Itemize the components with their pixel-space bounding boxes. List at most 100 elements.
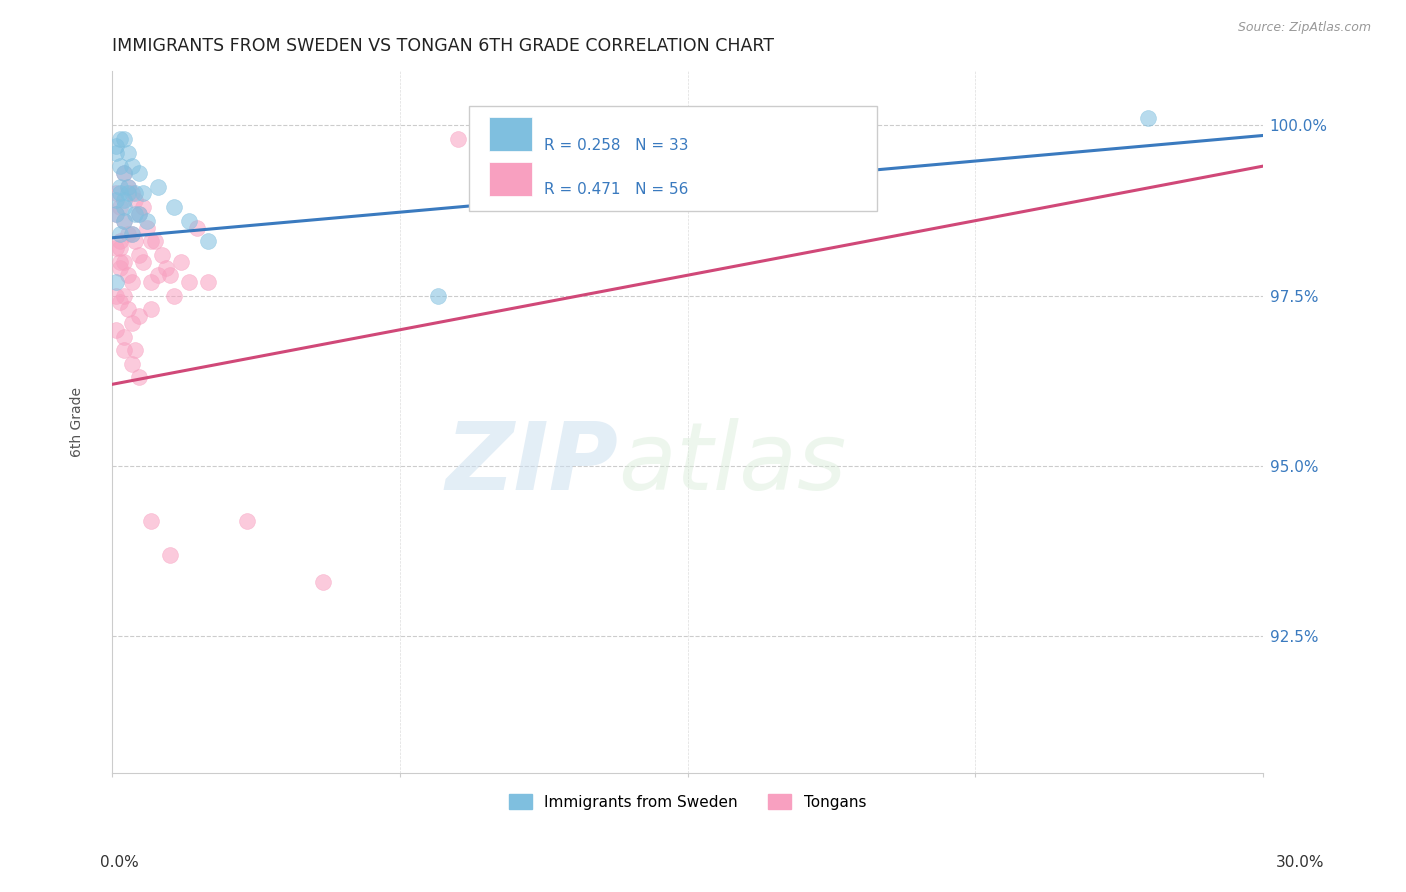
Point <box>121 357 143 371</box>
Point <box>108 200 131 214</box>
Point <box>148 179 170 194</box>
Point <box>132 200 155 214</box>
Point <box>139 302 162 317</box>
Point <box>108 227 131 242</box>
Legend: Immigrants from Sweden, Tongans: Immigrants from Sweden, Tongans <box>503 788 872 815</box>
Point <box>108 179 131 194</box>
Point <box>112 200 135 214</box>
Y-axis label: 6th Grade: 6th Grade <box>70 387 84 457</box>
Point <box>159 268 181 283</box>
Point <box>124 186 146 201</box>
Point <box>197 275 219 289</box>
Point <box>121 275 143 289</box>
Point <box>148 268 170 283</box>
Point <box>105 186 128 201</box>
Point <box>117 145 139 160</box>
Point <box>139 234 162 248</box>
Point <box>117 227 139 242</box>
Point <box>112 343 135 358</box>
Point <box>117 179 139 194</box>
Point <box>108 295 131 310</box>
Point <box>179 213 201 227</box>
Point <box>1136 112 1159 126</box>
Point <box>136 220 159 235</box>
Point <box>128 309 150 323</box>
Point <box>105 193 128 207</box>
Point <box>121 227 143 242</box>
Point <box>117 302 139 317</box>
Point <box>105 275 128 289</box>
Point <box>108 241 131 255</box>
Point <box>108 132 131 146</box>
Point <box>155 261 177 276</box>
FancyBboxPatch shape <box>470 106 877 211</box>
Point <box>561 125 583 139</box>
Point <box>139 514 162 528</box>
Point <box>128 207 150 221</box>
Point <box>124 193 146 207</box>
Point <box>163 200 186 214</box>
Point <box>170 254 193 268</box>
Point <box>128 166 150 180</box>
Point <box>112 166 135 180</box>
Point <box>124 343 146 358</box>
Point <box>117 186 139 201</box>
Point <box>197 234 219 248</box>
Point <box>112 254 135 268</box>
Bar <box>489 162 533 196</box>
Point <box>235 514 257 528</box>
Point <box>112 132 135 146</box>
Point <box>105 323 128 337</box>
Point <box>132 254 155 268</box>
Point <box>108 261 131 276</box>
Point <box>108 159 131 173</box>
Point <box>117 268 139 283</box>
Point <box>112 193 135 207</box>
Point <box>128 207 150 221</box>
Text: 0.0%: 0.0% <box>100 855 139 870</box>
Point <box>124 234 146 248</box>
Point <box>128 248 150 262</box>
Point <box>105 288 128 302</box>
Point <box>105 145 128 160</box>
Point <box>112 166 135 180</box>
Point <box>117 179 139 194</box>
Text: 30.0%: 30.0% <box>1277 855 1324 870</box>
Point <box>143 234 166 248</box>
Text: ZIP: ZIP <box>446 417 619 510</box>
Point <box>112 329 135 343</box>
Point <box>112 213 135 227</box>
Point <box>427 288 450 302</box>
Point <box>179 275 201 289</box>
Point <box>139 275 162 289</box>
Point <box>132 186 155 201</box>
Point <box>446 132 468 146</box>
Point <box>108 254 131 268</box>
Text: R = 0.471   N = 56: R = 0.471 N = 56 <box>544 183 688 197</box>
Text: R = 0.258   N = 33: R = 0.258 N = 33 <box>544 138 689 153</box>
Point <box>112 288 135 302</box>
Point <box>124 207 146 221</box>
Point <box>186 220 208 235</box>
Text: IMMIGRANTS FROM SWEDEN VS TONGAN 6TH GRADE CORRELATION CHART: IMMIGRANTS FROM SWEDEN VS TONGAN 6TH GRA… <box>112 37 775 55</box>
Point <box>150 248 173 262</box>
Point <box>792 125 814 139</box>
Point <box>105 241 128 255</box>
Point <box>163 288 186 302</box>
Point <box>136 213 159 227</box>
Point <box>312 574 335 589</box>
Point <box>105 207 128 221</box>
Point <box>105 207 128 221</box>
Point <box>121 227 143 242</box>
Point <box>108 234 131 248</box>
Point <box>121 159 143 173</box>
Point <box>159 548 181 562</box>
Text: Source: ZipAtlas.com: Source: ZipAtlas.com <box>1237 21 1371 34</box>
Point <box>108 186 131 201</box>
Point <box>121 186 143 201</box>
Point <box>112 213 135 227</box>
Point <box>121 316 143 330</box>
Point <box>128 370 150 384</box>
Text: atlas: atlas <box>619 418 846 509</box>
Point <box>105 138 128 153</box>
